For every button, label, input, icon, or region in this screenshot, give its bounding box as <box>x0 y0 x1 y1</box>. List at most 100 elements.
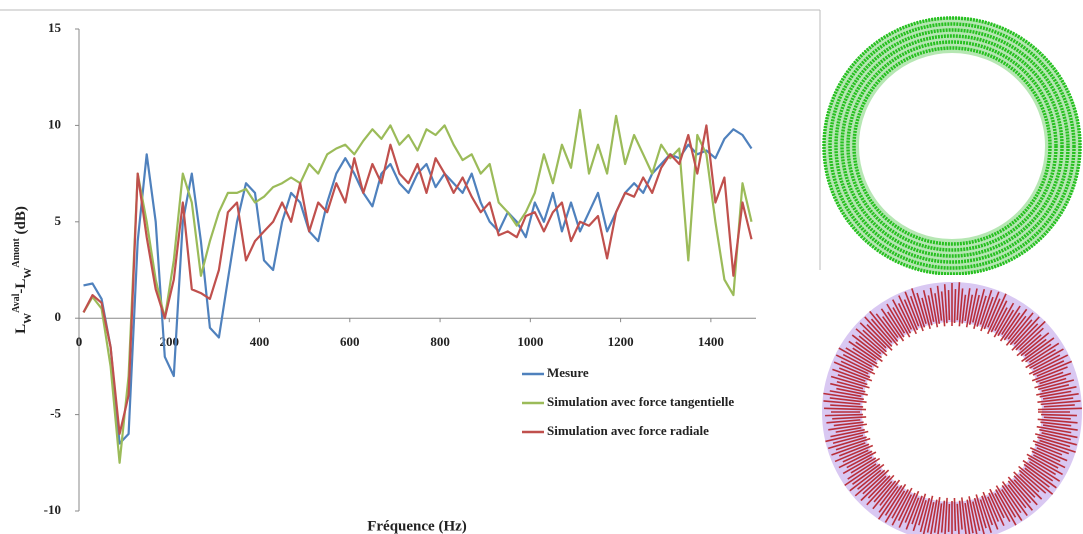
ring-spike <box>975 494 987 529</box>
y-label-part: W <box>22 268 34 279</box>
ring-spike <box>898 492 916 528</box>
ring-circle <box>834 28 1070 264</box>
ring-spike <box>965 294 974 328</box>
ring-spike <box>972 501 981 532</box>
ring-spike <box>897 303 913 330</box>
y-tick-label: -5 <box>50 406 61 421</box>
ring-spike <box>964 502 971 534</box>
ring-spike <box>973 497 985 534</box>
ring-spike <box>1041 432 1072 441</box>
ring-spike <box>872 480 897 510</box>
ring-spike <box>873 481 893 503</box>
ring-spike <box>835 437 871 451</box>
ring-spike <box>1021 337 1055 363</box>
ring-spike <box>844 463 877 487</box>
ring-spike <box>1040 421 1072 427</box>
ring-spike <box>1025 343 1052 363</box>
ring-spike <box>1022 459 1054 482</box>
x-tick-label: 0 <box>76 334 83 349</box>
ring-circle <box>822 16 1082 276</box>
ring-spike <box>1036 425 1072 434</box>
ring-spike <box>884 483 907 516</box>
ring-spike <box>1025 348 1057 369</box>
ring-spike <box>987 496 1000 522</box>
ring-spike <box>1032 454 1059 469</box>
ring-spike <box>830 428 865 438</box>
ring-spike <box>892 299 912 334</box>
ring-spike <box>1039 372 1072 385</box>
ring-spike <box>859 322 887 349</box>
ring-spike <box>994 492 1011 523</box>
ring-spike <box>1028 461 1061 482</box>
ring-spike <box>862 469 890 495</box>
ring-spike <box>835 354 876 375</box>
ring-spike <box>826 419 861 424</box>
ring-spike <box>1034 443 1063 456</box>
ring-spike <box>1024 467 1050 488</box>
ring-spike <box>870 318 893 343</box>
ring-spike <box>1043 404 1075 408</box>
ring-spike <box>840 360 869 375</box>
ring-spike <box>858 335 882 355</box>
ring-spike <box>1013 479 1038 506</box>
ring-spike <box>937 503 943 534</box>
ring-spike <box>1019 473 1040 493</box>
ring-spike <box>1009 319 1033 346</box>
ring-spike <box>990 300 1008 333</box>
ring-spike <box>836 387 868 396</box>
ring-spike <box>940 291 946 327</box>
ring-spike <box>1001 485 1022 514</box>
ring-spike <box>927 295 935 322</box>
ring-spike <box>1029 446 1061 463</box>
ring-spike <box>1039 390 1072 398</box>
ring-spike <box>886 311 905 338</box>
ring-spike <box>994 307 1008 332</box>
ring-spike <box>836 380 864 390</box>
ring-spike <box>922 495 934 534</box>
ring-spike <box>1005 312 1034 346</box>
ring-spike <box>1011 323 1039 351</box>
ring-spike <box>912 493 927 532</box>
ring-spike <box>953 497 957 531</box>
ring-spike <box>1013 316 1040 345</box>
ring-spike <box>956 503 960 534</box>
ring-spike <box>1040 400 1081 406</box>
ring-spike <box>917 500 927 526</box>
ring-spike <box>878 485 899 513</box>
ring-spike <box>1016 334 1042 357</box>
ring-spike <box>1001 481 1028 517</box>
legend-label: Mesure <box>547 365 589 380</box>
y-label-part: -L <box>13 279 29 294</box>
ring-spike <box>1003 308 1028 341</box>
ring-spike <box>972 294 980 323</box>
ring-spike <box>891 489 909 519</box>
ring-spike <box>880 308 905 342</box>
series-line <box>82 124 753 435</box>
ring-spike <box>823 400 861 405</box>
ring-spike <box>1018 469 1047 494</box>
y-tick-label: 0 <box>55 309 62 324</box>
ring-spike <box>1040 413 1077 417</box>
ring-spike <box>1018 465 1054 495</box>
ring-spike <box>929 287 939 328</box>
ring-spike <box>842 449 869 463</box>
ring-spike <box>1007 315 1027 340</box>
ring-spike <box>986 293 1007 335</box>
ring-spike <box>944 497 948 534</box>
ring-spike <box>1007 480 1034 511</box>
ring-spike <box>866 323 893 351</box>
ring-spike <box>824 407 867 411</box>
ring-spike <box>867 475 891 499</box>
y-label-part: W <box>22 313 34 324</box>
ring-spike <box>1015 320 1046 351</box>
ring-spike <box>857 469 882 490</box>
ring-spike <box>958 288 964 327</box>
ring-spike <box>835 426 862 433</box>
ring-spike <box>995 489 1017 526</box>
ring-spike <box>964 288 971 322</box>
ring-spike <box>999 312 1021 342</box>
ring-spike <box>855 341 883 363</box>
ring-spike <box>983 291 1000 330</box>
